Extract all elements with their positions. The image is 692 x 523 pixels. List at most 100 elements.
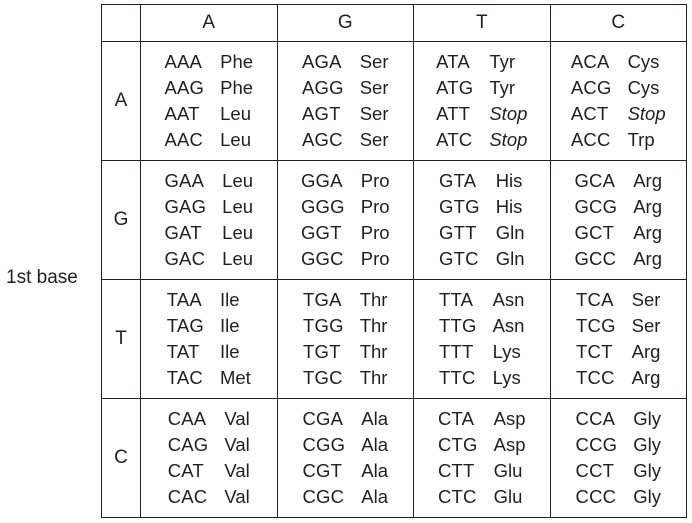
codon: ATT (436, 103, 471, 125)
codon-list: GGA Pro GGG Pro GGT Pro GGC Pro (278, 170, 414, 270)
codon: GCC (574, 248, 617, 270)
amino-acid: Pro (360, 169, 390, 191)
codon: ACA (570, 50, 610, 72)
codon: GAA (164, 169, 205, 191)
codon: CCG (575, 434, 618, 456)
codon: TAC (166, 367, 203, 389)
codon: TTT (439, 341, 474, 363)
codon: ACG (570, 77, 612, 99)
codon: GAG (164, 196, 207, 218)
amino-acid: Leu (220, 103, 251, 125)
codon-cell: TCA Ser TCG Ser TCT Arg TCC Arg (549, 279, 687, 399)
amino-acid: Tyr (489, 50, 516, 72)
codon-list: AAA Phe AAG Phe AAT Leu AAC Leu (141, 51, 277, 151)
codon-list: ATA Tyr ATG Tyr ATT Stop ATC Stop (414, 51, 550, 151)
codon: AGG (301, 77, 344, 99)
codon-table: A G T C A AAA Phe AAG Phe AAT Leu AAC Leu AGA Ser A… (101, 4, 687, 518)
amino-acid: Ser (631, 315, 661, 337)
codon: TAT (166, 341, 200, 363)
amino-acid: Ser (631, 288, 661, 310)
codon-cell: AAA Phe AAG Phe AAT Leu AAC Leu (140, 41, 278, 161)
amino-acid: Ser (359, 50, 389, 72)
codon-list: ACA Cys ACG Cys ACT Stop ACC Trp (551, 51, 687, 151)
corner-cell (101, 4, 141, 42)
row-header: T (101, 279, 141, 399)
codon-list: GAA Leu GAG Leu GAT Leu GAC Leu (141, 170, 277, 270)
amino-acid: Trp (627, 129, 655, 151)
codon-cell: GCA Arg GCG Arg GCT Arg GCC Arg (549, 160, 687, 280)
row-header: C (101, 398, 141, 518)
codon: TCC (576, 367, 615, 389)
amino-acid: Glu (493, 460, 523, 482)
first-base-label: 1st base (6, 267, 78, 288)
codon: CGA (302, 407, 344, 429)
codon: TGA (303, 288, 342, 310)
codon: CGG (302, 434, 346, 456)
codon: GTT (439, 222, 477, 244)
amino-acid: Pro (360, 222, 390, 244)
amino-acid: Tyr (489, 77, 516, 99)
codon: AAA (164, 50, 203, 72)
codon: GCG (574, 196, 618, 218)
codon: TTA (439, 288, 474, 310)
codon: GGG (300, 196, 345, 218)
codon: AGA (301, 50, 342, 72)
codon-list: TGA Thr TGG Thr TGT Thr TGC Thr (278, 289, 414, 389)
codon: GTG (439, 196, 480, 218)
amino-acid: Ile (219, 288, 240, 310)
amino-acid: Ser (359, 77, 389, 99)
codon: CTT (437, 460, 475, 482)
codon-list: GTA His GTG His GTT Gln GTC Gln (414, 170, 550, 270)
codon: TGT (303, 341, 341, 363)
amino-acid: Phe (220, 77, 254, 99)
codon-list: CTA Asp CTG Asp CTT Glu CTC Glu (414, 408, 550, 508)
codon-cell: TAA Ile TAG Ile TAT Ile TAC Met (140, 279, 278, 399)
codon: GAT (164, 222, 202, 244)
codon-cell: CTA Asp CTG Asp CTT Glu CTC Glu (413, 398, 551, 518)
amino-acid: Ile (219, 341, 240, 363)
codon-cell: CAA Val CAG Val CAT Val CAC Val (140, 398, 278, 518)
codon: GTA (439, 169, 477, 191)
codon: CTG (437, 434, 478, 456)
amino-acid: His (495, 169, 523, 191)
codon: CGT (302, 460, 343, 482)
amino-acid: Cys (627, 77, 660, 99)
codon-cell: GAA Leu GAG Leu GAT Leu GAC Leu (140, 160, 278, 280)
amino-acid: Ser (359, 103, 389, 125)
codon-cell: GGA Pro GGG Pro GGT Pro GGC Pro (276, 160, 414, 280)
codon: TGG (303, 315, 344, 337)
amino-acid: Arg (633, 248, 663, 270)
codon: GCT (574, 222, 615, 244)
amino-acid: Asp (493, 434, 526, 456)
amino-acid: Arg (633, 196, 663, 218)
amino-acid: Arg (631, 341, 661, 363)
amino-acid: Val (224, 486, 250, 508)
amino-acid: Asn (492, 315, 525, 337)
amino-acid: His (495, 196, 523, 218)
amino-acid: Met (219, 367, 251, 389)
codon: TCT (576, 341, 613, 363)
amino-acid: Gln (495, 222, 525, 244)
codon: TTG (439, 315, 477, 337)
amino-acid: Val (224, 407, 250, 429)
codon: GGT (300, 222, 342, 244)
codon-list: TAA Ile TAG Ile TAT Ile TAC Met (141, 289, 277, 389)
codon: AAG (164, 77, 205, 99)
amino-acid: Ile (219, 315, 240, 337)
codon-list: TCA Ser TCG Ser TCT Arg TCC Arg (551, 289, 687, 389)
amino-acid: Thr (359, 315, 388, 337)
codon-cell: ACA Cys ACG Cys ACT Stop ACC Trp (549, 41, 687, 161)
amino-acid: Val (224, 460, 250, 482)
codon: AGT (301, 103, 341, 125)
codon: CAC (167, 486, 208, 508)
codon: ACT (570, 103, 609, 125)
column-header-row: A G T C (101, 4, 687, 42)
amino-acid: Gly (633, 486, 661, 508)
codon-list: AGA Ser AGG Ser AGT Ser AGC Ser (278, 51, 414, 151)
codon: CAG (167, 434, 209, 456)
column-header-a: A (140, 4, 278, 42)
amino-acid: Leu (222, 248, 254, 270)
amino-acid: Asn (492, 288, 525, 310)
amino-acid: Leu (220, 129, 251, 151)
codon: CAT (167, 460, 204, 482)
